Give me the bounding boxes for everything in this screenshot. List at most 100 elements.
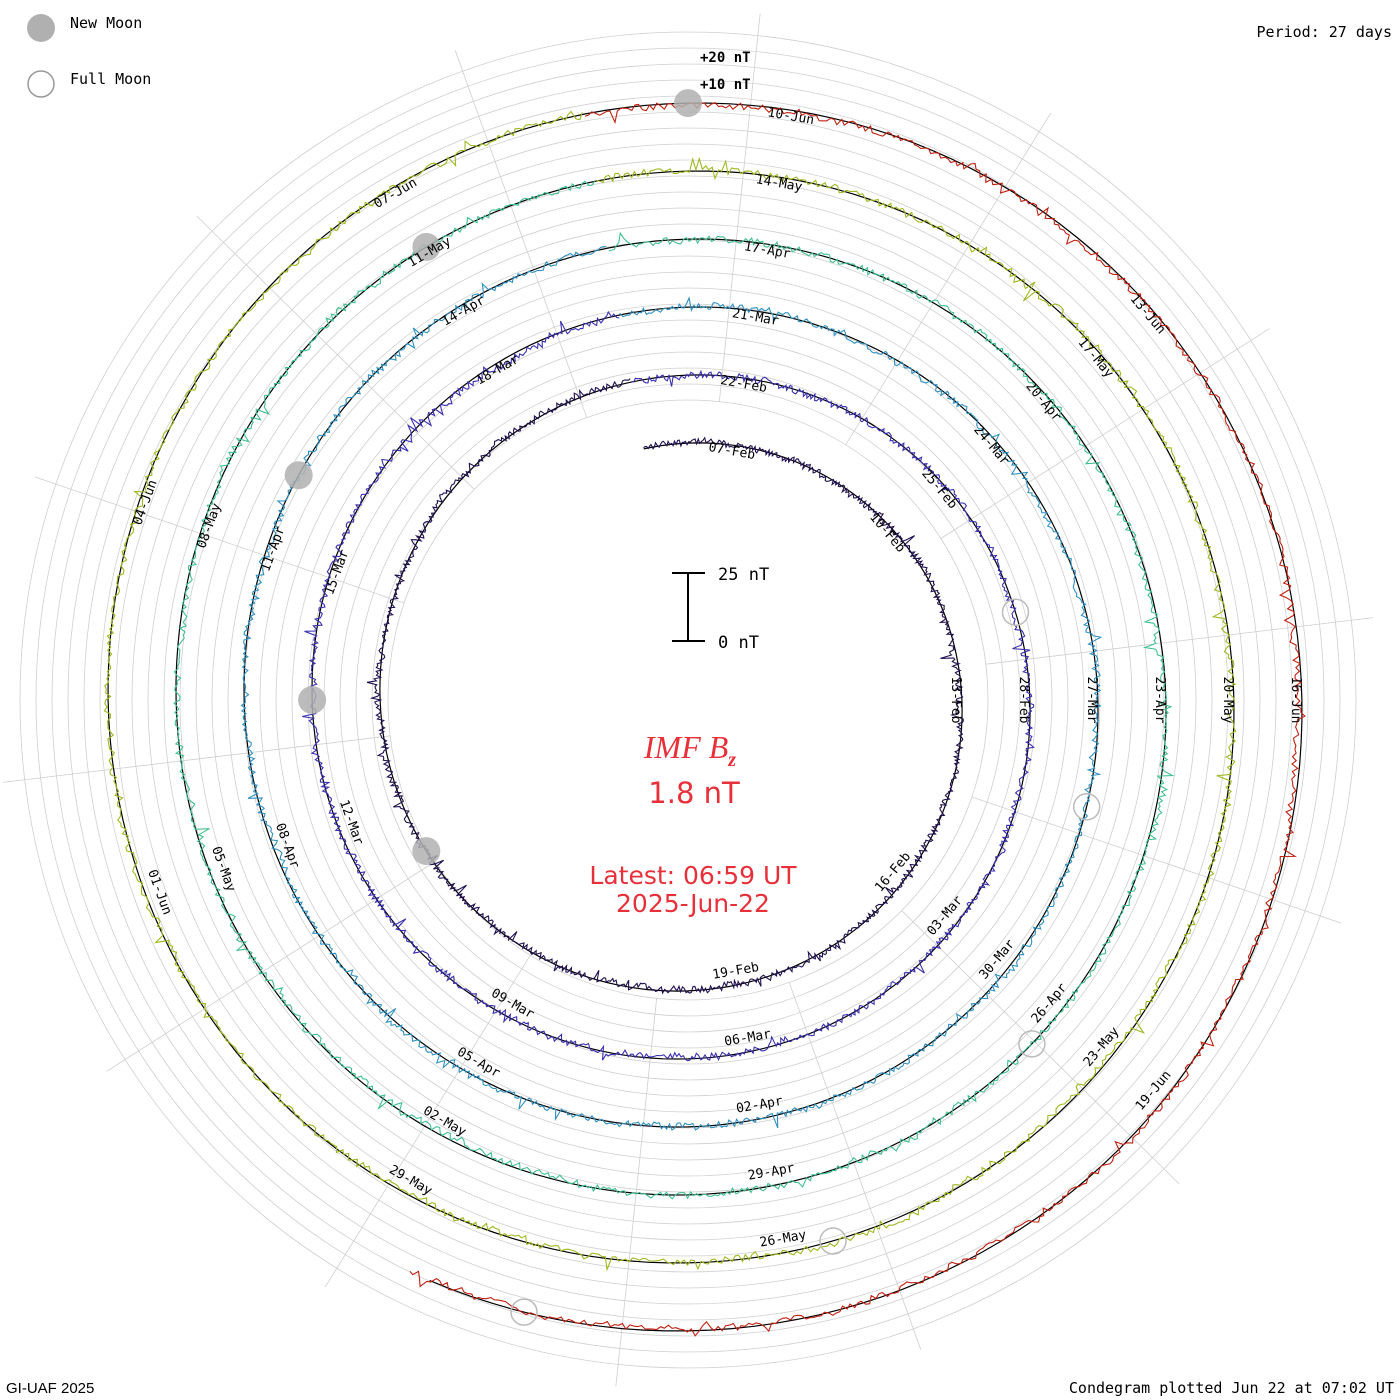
date-label: 24-Mar xyxy=(970,423,1012,469)
series-layer xyxy=(103,102,1306,1337)
new-moon-marker xyxy=(298,686,327,714)
full-moon-legend-icon xyxy=(27,70,55,98)
series-trace-rotation-2 xyxy=(302,310,1035,1062)
grid-ring xyxy=(227,239,1149,1161)
date-label: 14-May xyxy=(755,172,804,195)
grid-spoke xyxy=(788,982,922,1350)
scale-bar-top-label: 25 nT xyxy=(718,565,769,585)
grid-spoke xyxy=(454,50,588,418)
grid-ring xyxy=(115,127,1261,1273)
center-value: 1.8 nT xyxy=(648,776,740,810)
date-label: 20-Apr xyxy=(1022,379,1064,425)
date-label: 29-May xyxy=(386,1162,434,1199)
new-moon-legend-label: New Moon xyxy=(70,14,142,32)
date-label: 23-May xyxy=(1081,1024,1123,1070)
grid-spoke xyxy=(985,617,1374,665)
scale-label-20nt: +20 nT xyxy=(700,50,751,66)
series-trace-rotation-4 xyxy=(173,180,1175,1200)
date-label: 07-Feb xyxy=(707,440,756,463)
grid-ring xyxy=(339,351,1037,1049)
grid-ring xyxy=(371,383,1005,1017)
series-trace-rotation-6 xyxy=(409,102,1306,1337)
date-label: 05-May xyxy=(208,845,238,894)
date-label: 11-Apr xyxy=(258,524,288,573)
grid-ring xyxy=(67,79,1309,1321)
new-moon-marker xyxy=(412,232,441,261)
date-label: 29-Apr xyxy=(747,1161,796,1184)
center-title: IMF Bz xyxy=(643,729,736,771)
spiral-baseline xyxy=(107,102,1303,1332)
grid-ring xyxy=(147,159,1229,1241)
date-label: 08-Apr xyxy=(272,821,302,870)
grid-ring xyxy=(163,175,1213,1225)
grid-spoke xyxy=(901,910,1180,1185)
date-label: 12-Mar xyxy=(336,798,366,847)
date-label: 26-Apr xyxy=(1029,980,1071,1026)
grid-ring xyxy=(259,271,1117,1129)
full-moon-marker xyxy=(510,1298,538,1326)
grid-spoke xyxy=(615,998,658,1387)
scale-label-10nt: +10 nT xyxy=(700,77,751,93)
moon-layer xyxy=(284,89,1101,1326)
date-label: 16-Jun xyxy=(1288,677,1303,724)
grid-spoke xyxy=(106,861,436,1072)
series-trace-rotation-5 xyxy=(103,110,1237,1272)
grid-ring xyxy=(355,367,1021,1033)
grid-ring xyxy=(211,223,1165,1177)
date-label: 26-May xyxy=(759,1228,808,1251)
grid-ring xyxy=(291,303,1085,1097)
new-moon-marker xyxy=(284,461,313,490)
grid-spoke xyxy=(845,112,1052,446)
date-label: 08-May xyxy=(194,501,224,550)
date-label: 10-Feb xyxy=(866,510,908,556)
grid-ring xyxy=(275,287,1101,1113)
grid-spoke xyxy=(196,215,475,490)
date-label: 06-Mar xyxy=(723,1027,772,1050)
date-label: 19-Jun xyxy=(1133,1068,1175,1114)
grid-spoke xyxy=(2,735,391,783)
date-label: 27-Mar xyxy=(1084,677,1099,724)
grid-ring xyxy=(51,63,1325,1337)
series-trace-rotation-1 xyxy=(366,378,964,995)
grid-spoke xyxy=(718,13,761,402)
grid-ring xyxy=(83,95,1293,1305)
scale-bar xyxy=(672,572,705,642)
grid-ring xyxy=(19,31,1357,1369)
grid-spoke xyxy=(940,328,1270,539)
grid-spoke xyxy=(34,476,405,604)
full-moon-marker xyxy=(1018,1030,1046,1058)
date-label: 13-Feb xyxy=(948,677,963,724)
date-label: 04-Jun xyxy=(131,478,161,527)
date-label: 13-Jun xyxy=(1127,292,1169,338)
date-label: 10-Jun xyxy=(766,105,815,128)
latest-time: Latest: 06:59 UT xyxy=(589,861,797,890)
latest-date: 2025-Jun-22 xyxy=(616,889,770,918)
new-moon-marker xyxy=(674,89,702,118)
full-moon-legend-label: Full Moon xyxy=(70,70,151,88)
new-moon-marker xyxy=(412,837,441,866)
date-label: 18-Mar xyxy=(474,352,522,389)
date-label: 23-Apr xyxy=(1152,677,1167,724)
date-label: 02-Apr xyxy=(735,1094,784,1117)
plotted-timestamp: Condegram plotted Jun 22 at 07:02 UT xyxy=(1069,1379,1394,1397)
date-label: 22-Feb xyxy=(719,373,768,396)
date-label: 17-May xyxy=(1075,335,1117,381)
date-label: 03-Mar xyxy=(924,893,966,939)
period-label: Period: 27 days xyxy=(1257,23,1392,41)
date-label: 17-Apr xyxy=(743,239,792,262)
date-label: 20-May xyxy=(1220,677,1235,724)
date-label: 28-Feb xyxy=(1016,677,1031,724)
credit-label: GI-UAF 2025 xyxy=(6,1380,94,1397)
full-moon-marker xyxy=(1072,793,1101,821)
grid-ring xyxy=(323,335,1053,1065)
series-trace-rotation-3 xyxy=(240,245,1103,1131)
scale-bar-bottom-label: 0 nT xyxy=(718,633,759,653)
grid-ring xyxy=(35,47,1341,1353)
grid-ring xyxy=(195,207,1181,1193)
grid-ring xyxy=(131,143,1245,1257)
grid-ring xyxy=(243,255,1133,1145)
date-label: 15-Mar xyxy=(322,548,352,597)
grid-ring xyxy=(387,399,989,1001)
